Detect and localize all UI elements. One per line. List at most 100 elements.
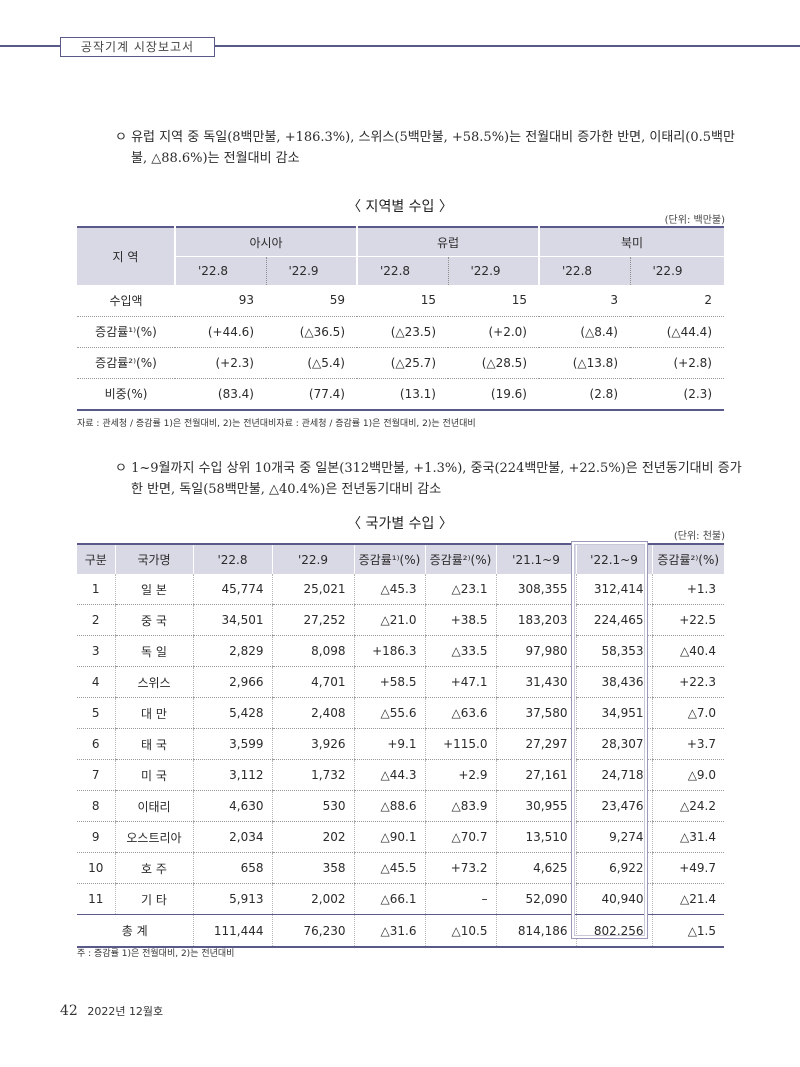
table-cell: △45.3 <box>353 574 425 605</box>
table-cell: 183,203 <box>495 604 576 636</box>
table-cell: △21.4 <box>651 883 724 915</box>
table-row: 비중(%) (83.4) (77.4) (13.1) (19.6) (2.8) (2.3) <box>77 378 724 410</box>
table-cell: △63.6 <box>424 697 496 729</box>
table-cell: 5,913 <box>192 883 272 915</box>
country-name-cell: 스위스 <box>114 666 193 698</box>
table-cell: 3,926 <box>271 728 354 760</box>
table-cell: (+44.6) <box>175 316 266 348</box>
table-row: 10 호 주 658 358 △45.5 +73.2 4,625 6,922 +49.7 <box>77 852 724 884</box>
table-row: 증감률²⁾(%) (+2.3) (△5.4) (△25.7) (△28.5) (△13.8… <box>77 347 724 379</box>
table-cell: (83.4) <box>217 386 254 401</box>
table-cell: 28,307 <box>575 728 652 760</box>
table-cell: 8,098 <box>271 635 354 667</box>
table-cell: 1,732 <box>271 759 354 791</box>
bullet-paragraph-1: ㅇ 유럽 지역 중 독일(8백만불, +186.3%), 스위스(5백만불, +… <box>115 130 735 166</box>
table-cell: +22.5 <box>651 604 724 636</box>
total-label: 총 계 <box>77 914 193 947</box>
column-header: 구분 <box>77 544 115 574</box>
rank-cell: 7 <box>77 759 115 791</box>
table-cell: 2,034 <box>192 821 272 853</box>
table-cell: (+2.0) <box>448 316 539 348</box>
table-cell: 358 <box>271 852 354 884</box>
table-cell: △1.5 <box>651 914 724 947</box>
country-name-cell: 호 주 <box>114 852 193 884</box>
table-cell: +3.7 <box>651 728 724 760</box>
table-cell: 15 <box>448 285 539 317</box>
table-cell: 2,002 <box>271 883 354 915</box>
table-cell: (△8.4) <box>539 316 630 348</box>
table1-source-note: 자료 : 관세청 / 증감률 1)은 전월대비, 2)는 전년대비자료 : 관세… <box>77 419 476 429</box>
table-row: 8 이태리 4,630 530 △88.6 △83.9 30,955 23,476 △24.2 <box>77 790 724 822</box>
table-cell: (△25.7) <box>357 347 448 379</box>
period-header: '22.8 <box>174 256 266 285</box>
table-cell: 59 <box>266 285 357 317</box>
column-header: '22.8 <box>192 544 272 574</box>
table-cell: △83.9 <box>424 790 496 822</box>
country-name-cell: 기 타 <box>114 883 193 915</box>
country-name-cell: 대 만 <box>114 697 193 729</box>
table-cell: 658 <box>192 852 272 884</box>
table-cell: 9,274 <box>575 821 652 853</box>
rank-cell: 2 <box>77 604 115 636</box>
table-cell: +22.3 <box>651 666 724 698</box>
table-cell: 31,430 <box>495 666 576 698</box>
table-cell: 224,465 <box>575 604 652 636</box>
table-cell: △10.5 <box>424 914 496 947</box>
table-cell: 308,355 <box>495 574 576 605</box>
row-label: 증감률¹⁾(%) <box>77 316 175 348</box>
column-header: '21.1~9 <box>495 544 576 574</box>
table1-unit: (단위: 백만불) <box>664 215 725 226</box>
rank-cell: 4 <box>77 666 115 698</box>
table-cell: 802,256 <box>575 914 652 947</box>
group-header-asia: 아시아 <box>174 227 357 257</box>
table-cell: 814,186 <box>495 914 576 947</box>
country-name-cell: 중 국 <box>114 604 193 636</box>
period-header: '22.9 <box>447 256 539 285</box>
table-cell: (+2.3) <box>175 347 266 379</box>
table-cell: 2,408 <box>271 697 354 729</box>
page-number: 42 <box>60 1003 78 1019</box>
table-cell: 3,599 <box>192 728 272 760</box>
table-cell: 15 <box>357 285 448 317</box>
table-row: 11 기 타 5,913 2,002 △66.1–52,090 40,940 △21.4 <box>77 883 724 915</box>
country-name-cell: 이태리 <box>114 790 193 822</box>
country-name-cell: 태 국 <box>114 728 193 760</box>
table-cell: △90.1 <box>353 821 425 853</box>
column-header: 증감률¹⁾(%) <box>353 544 425 574</box>
table-cell: (2.3) <box>683 386 712 401</box>
table-cell: (2.8) <box>589 386 618 401</box>
table-cell: 202 <box>271 821 354 853</box>
rank-cell: 5 <box>77 697 115 729</box>
table-cell: 40,940 <box>575 883 652 915</box>
table-cell: 5,428 <box>192 697 272 729</box>
country-import-table: 구분 국가명 '22.8'22.9 증감률¹⁾(%) 증감률²⁾(%) '21.1~9'2… <box>77 543 724 948</box>
table-cell: 76,230 <box>271 914 354 947</box>
region-header: 지 역 <box>77 227 175 286</box>
rank-cell: 1 <box>77 574 115 605</box>
table-cell: 58,353 <box>575 635 652 667</box>
header-rule <box>0 45 800 47</box>
table-cell: 34,501 <box>192 604 272 636</box>
column-header: '22.9 <box>271 544 354 574</box>
table-cell: 6,922 <box>575 852 652 884</box>
table-cell: 30,955 <box>495 790 576 822</box>
table-cell: 4,630 <box>192 790 272 822</box>
table-row: 증감률¹⁾(%) (+44.6) (△36.5) (△23.5) (+2.0) (△8.4… <box>77 316 724 348</box>
table-cell: +47.1 <box>424 666 496 698</box>
table-cell: 34,951 <box>575 697 652 729</box>
table-cell: △31.4 <box>651 821 724 853</box>
table-cell: △70.7 <box>424 821 496 853</box>
table-cell: 23,476 <box>575 790 652 822</box>
column-header: '22.1~9 <box>575 544 652 574</box>
rank-cell: 6 <box>77 728 115 760</box>
table-cell: (△44.4) <box>630 316 724 348</box>
table-cell: 37,580 <box>495 697 576 729</box>
table-cell: △33.5 <box>424 635 496 667</box>
table-row: 9 오스트리아 2,034 202 △90.1 △70.7 13,510 9,274 △31.4 <box>77 821 724 853</box>
group-header-north-america: 북미 <box>538 227 724 257</box>
